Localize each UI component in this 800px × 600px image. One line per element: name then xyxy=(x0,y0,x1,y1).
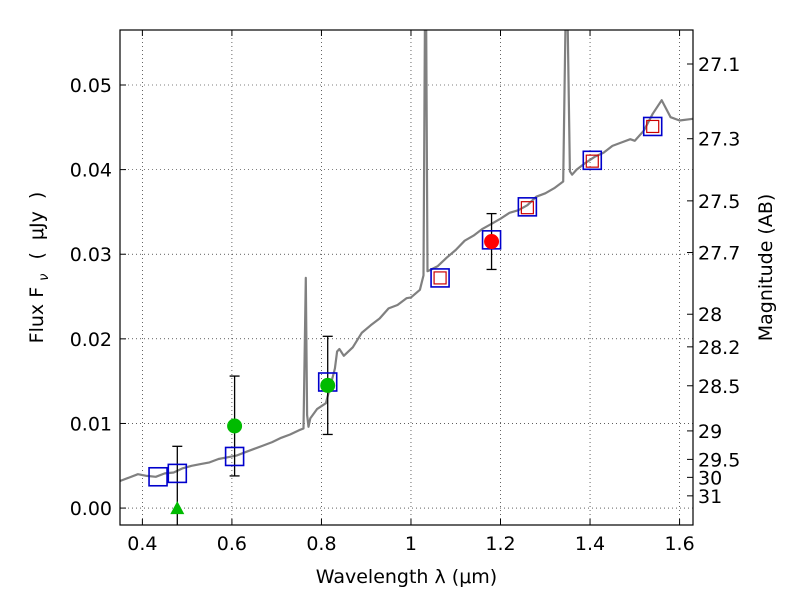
y-tick-label: 0.00 xyxy=(70,498,112,520)
hst-wfc3-photometry-point xyxy=(433,271,447,285)
right-tick-label: 29 xyxy=(698,421,722,443)
y-axis-label-paren-close: ) xyxy=(26,192,48,199)
hst-wfc3-photometry-point xyxy=(520,201,534,215)
grid-lines xyxy=(120,30,693,525)
y-axis-label-text: Flux F xyxy=(26,287,48,343)
model-photometry-point xyxy=(642,116,663,137)
model-photometry-point xyxy=(148,466,168,487)
acs-detections-point xyxy=(227,418,243,434)
y-axis-label-subscript: ν xyxy=(37,274,52,281)
model-photometry-point xyxy=(167,463,188,484)
right-tick-label: 28 xyxy=(698,304,722,326)
plot-area xyxy=(120,30,693,525)
right-tick-label: 29.5 xyxy=(698,449,740,471)
x-tick-label: 1.2 xyxy=(485,533,515,555)
right-tick-label: 27.1 xyxy=(698,54,740,76)
right-tick-label: 30 xyxy=(698,467,722,489)
y-axis-label-paren-open: ( xyxy=(26,252,48,259)
y-tick-label: 0.02 xyxy=(70,329,112,351)
right-tick-label: 27.5 xyxy=(698,191,740,213)
y-tick-label: 0.01 xyxy=(70,413,112,435)
acs-detections-point xyxy=(320,377,336,393)
acs-upper-limit-point xyxy=(170,501,185,515)
model-spectrum-line xyxy=(120,30,693,483)
y-tick-label: 0.04 xyxy=(70,160,112,182)
x-tick-label: 0.6 xyxy=(217,533,247,555)
wfc3-detection-point xyxy=(484,234,500,250)
right-tick-label: 27.7 xyxy=(698,243,740,265)
x-tick-label: 0.8 xyxy=(306,533,336,555)
plot-frame xyxy=(119,29,694,526)
model-photometry-point xyxy=(582,150,603,171)
y-axis-label-left: Flux F ν ( μJy ) xyxy=(26,192,53,344)
axis-ticks: 0.4 0.6 0.8 1 1.2 1.4 1.6 0.00 0.01 0.02 0.03 0.04 0… xyxy=(70,30,740,555)
x-tick-label: 1.6 xyxy=(664,533,694,555)
model-photometry-point xyxy=(224,446,245,467)
x-tick-label: 1.4 xyxy=(575,533,605,555)
y-axis-label-right: Magnitude (AB) xyxy=(755,194,777,342)
model-photometry-point xyxy=(430,268,450,288)
right-tick-label: 28.5 xyxy=(698,376,740,398)
hst-wfc3-photometry-point xyxy=(646,119,660,134)
y-tick-label: 0.03 xyxy=(70,244,112,266)
right-tick-label: 27.3 xyxy=(698,129,740,151)
hst-wfc3-photometry-point xyxy=(585,154,599,168)
x-tick-label: 0.4 xyxy=(127,533,157,555)
right-tick-label: 28.2 xyxy=(698,337,740,359)
x-tick-label: 1 xyxy=(405,533,417,555)
y-axis-label-unit: μJy xyxy=(26,211,48,240)
y-tick-label: 0.05 xyxy=(70,75,112,97)
axis-labels: Wavelength λ (μm) Flux F ν ( μJy ) Magni… xyxy=(26,192,777,588)
model-photometry-point xyxy=(517,197,538,217)
x-axis-label: Wavelength λ (μm) xyxy=(316,566,497,588)
right-tick-label: 31 xyxy=(698,486,722,508)
